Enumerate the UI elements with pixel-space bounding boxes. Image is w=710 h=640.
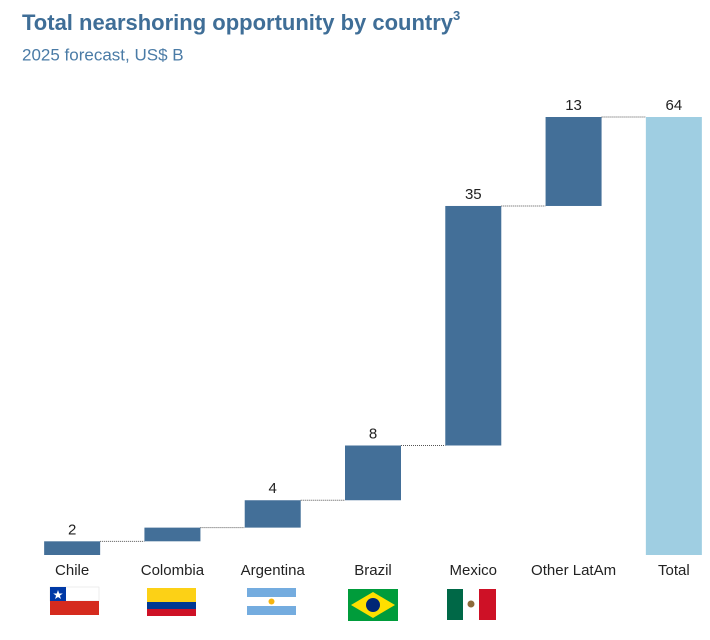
chart-title: Total nearshoring opportunity by country…: [22, 8, 460, 34]
x-tick-label: Total: [658, 562, 690, 579]
flag-brazil: [348, 589, 398, 621]
x-tick-label: Other LatAm: [531, 562, 616, 579]
value-label: 35: [465, 186, 482, 203]
x-tick-label: Brazil: [354, 562, 392, 579]
bar: [144, 527, 201, 542]
flag-colombia: [147, 588, 196, 616]
chart-subtitle: 2025 forecast, US$ B: [22, 45, 184, 64]
x-tick-label: Argentina: [241, 562, 306, 579]
flag-argentina: [247, 588, 296, 615]
bar: [345, 445, 401, 501]
bar: [545, 117, 602, 206]
value-label: 64: [666, 97, 683, 114]
x-tick-label: Mexico: [450, 562, 498, 579]
flag-mexico: [447, 589, 496, 620]
title-note: 3: [453, 8, 460, 23]
title-text: Total nearshoring opportunity by country: [22, 10, 454, 35]
bar: [445, 205, 502, 446]
bar: [244, 500, 301, 528]
x-tick-label: Chile: [55, 562, 89, 579]
bar: [44, 541, 101, 555]
value-label: 2: [68, 521, 76, 538]
value-label: 13: [565, 97, 582, 114]
value-label: 4: [269, 480, 277, 497]
flag-chile: [49, 586, 100, 615]
x-tick-label: Colombia: [141, 562, 205, 579]
value-label: 8: [369, 425, 377, 442]
bar: [645, 117, 702, 555]
